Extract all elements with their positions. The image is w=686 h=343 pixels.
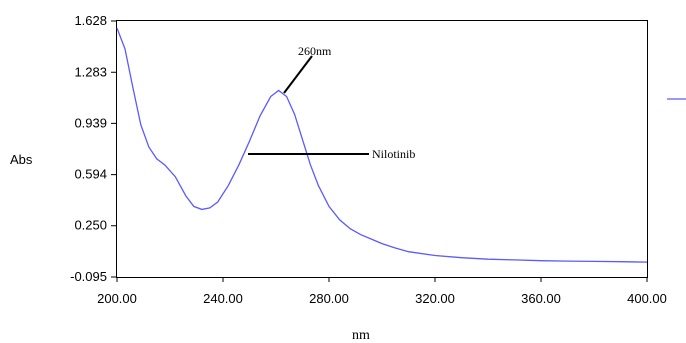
y-tick-label: 0.939 bbox=[74, 115, 107, 130]
x-tick-label: 320.00 bbox=[415, 291, 455, 306]
absorbance-series-line bbox=[116, 27, 648, 263]
y-tick-label: 1.283 bbox=[74, 64, 107, 79]
x-axis-ticks: 200.00 240.00 280.00 320.00 360.00 400.00 bbox=[97, 277, 667, 306]
x-tick-label: 200.00 bbox=[97, 291, 137, 306]
x-tick-label: 240.00 bbox=[203, 291, 243, 306]
y-tick-label: -0.095 bbox=[70, 269, 107, 284]
y-tick-label: 1.628 bbox=[74, 13, 107, 28]
peak-annotation-leader bbox=[283, 55, 313, 94]
compound-annotation-label: Nilotinib bbox=[372, 147, 415, 161]
y-axis-ticks: 1.628 1.283 0.939 0.594 0.250 -0.095 bbox=[70, 13, 117, 284]
x-tick-label: 280.00 bbox=[309, 291, 349, 306]
x-tick-label: 360.00 bbox=[521, 291, 561, 306]
plot-frame bbox=[116, 20, 648, 278]
y-tick-label: 0.250 bbox=[74, 218, 107, 233]
y-tick-label: 0.594 bbox=[74, 167, 107, 182]
x-tick-label: 400.00 bbox=[627, 291, 667, 306]
y-axis-title: Abs bbox=[10, 152, 33, 167]
x-axis-title: nm bbox=[352, 328, 370, 343]
peak-annotation-label: 260nm bbox=[298, 44, 332, 58]
